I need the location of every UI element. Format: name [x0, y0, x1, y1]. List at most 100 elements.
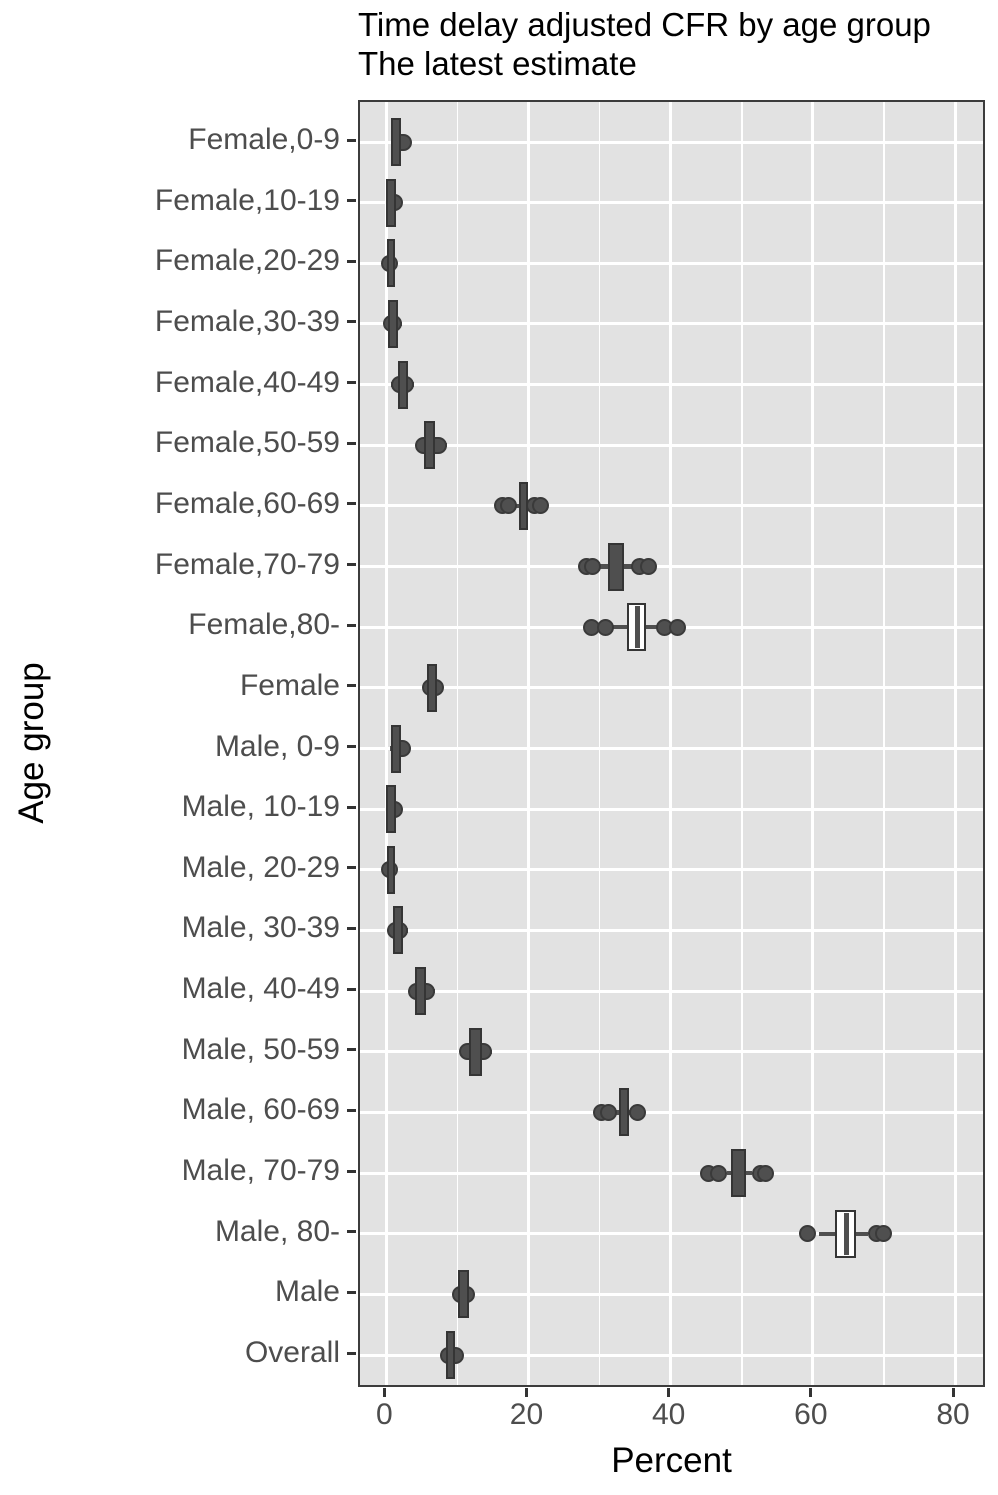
gridline-row [360, 747, 983, 750]
gridline-row [360, 322, 983, 326]
x-tick-mark [667, 1388, 671, 1397]
gridline-minor-vertical [598, 102, 601, 1385]
x-axis-tick-label: 60 [794, 1398, 828, 1431]
gridline-row [360, 928, 983, 932]
y-axis-tick-label: Male, 30-39 [181, 911, 340, 945]
y-axis-tick-label: Male, 60-69 [181, 1093, 340, 1127]
gridline-minor-vertical [883, 102, 885, 1385]
gridline-row [360, 1353, 983, 1357]
y-axis-tick-label: Female,60-69 [154, 486, 340, 520]
y-tick-mark [347, 866, 356, 870]
y-axis-tick-label: Male, 20-29 [181, 850, 340, 884]
y-axis-tick-label: Male, 80- [214, 1214, 340, 1248]
y-axis-tick-label: Female,20-29 [154, 244, 340, 278]
x-axis-tick-label: 0 [375, 1398, 393, 1431]
outlier-dot [583, 558, 601, 576]
box-iqr [446, 1331, 456, 1379]
box-iqr [415, 967, 427, 1016]
gridline-row [360, 1110, 983, 1114]
box-iqr [391, 118, 402, 166]
gridline-row [360, 565, 983, 569]
box-iqr [398, 360, 409, 409]
y-axis-tick-label: Overall [244, 1336, 340, 1369]
gridline-major-vertical [384, 102, 388, 1385]
y-tick-mark [347, 320, 356, 324]
outlier-dot [668, 618, 686, 636]
chart-title: Time delay adjusted CFR by age group [358, 6, 931, 43]
outlier-dot [757, 1164, 775, 1182]
y-axis-tick-label: Female [239, 668, 340, 702]
y-tick-mark [347, 563, 356, 567]
y-tick-mark [347, 805, 356, 809]
gridline-minor-vertical [456, 102, 459, 1385]
outlier-dot [799, 1225, 817, 1243]
gridline-row [360, 686, 983, 690]
box-iqr [386, 178, 396, 227]
box-iqr [458, 1270, 469, 1319]
gridline-major-vertical [669, 102, 673, 1385]
gridline-row [360, 261, 983, 265]
gridline-row [360, 989, 983, 993]
y-tick-mark [347, 381, 356, 385]
outlier-dot [874, 1225, 892, 1243]
y-tick-mark [347, 441, 356, 445]
y-axis-tick-label: Male, 40-49 [181, 972, 340, 1006]
gridline-row [360, 140, 983, 144]
y-tick-mark [347, 138, 356, 142]
y-axis-tick-label: Female,70-79 [154, 547, 340, 581]
gridline-row [360, 383, 983, 387]
outlier-dot [640, 558, 658, 576]
y-axis-tick-label: Female,10-19 [154, 183, 340, 217]
y-axis-tick-label: Female,50-59 [154, 426, 340, 460]
plot-panel [358, 100, 985, 1387]
y-axis-tick-label: Female,80- [188, 608, 340, 642]
y-axis-tick-label: Male, 50-59 [181, 1032, 340, 1066]
box-iqr [518, 481, 529, 530]
y-tick-mark [347, 1108, 356, 1112]
x-tick-mark [524, 1388, 528, 1397]
x-axis-tick-label: 80 [936, 1398, 970, 1431]
y-tick-mark [347, 745, 356, 748]
x-axis-tick-label: 40 [651, 1398, 686, 1431]
gridline-row [360, 1232, 983, 1236]
gridline-row [360, 868, 983, 872]
outlier-dot [532, 497, 550, 515]
box-iqr [731, 1149, 746, 1198]
outlier-dot [597, 618, 615, 636]
gridline-row [360, 807, 983, 811]
chart-subtitle: The latest estimate [358, 45, 637, 82]
y-tick-mark [347, 1048, 356, 1052]
box-iqr [608, 542, 625, 591]
y-tick-mark [347, 1290, 356, 1294]
median-line [634, 606, 640, 649]
x-tick-mark [809, 1388, 813, 1397]
y-tick-mark [347, 199, 356, 203]
gridline-major-vertical [526, 102, 530, 1385]
y-tick-mark [347, 502, 356, 506]
gridline-row [360, 1292, 983, 1296]
x-axis-tick-label: 20 [509, 1398, 544, 1431]
gridline-minor-vertical [740, 102, 743, 1385]
y-tick-mark [347, 1169, 356, 1173]
x-axis-title: Percent [611, 1441, 732, 1480]
y-axis-tick-label: Male, 10-19 [181, 790, 340, 824]
box-iqr [393, 906, 403, 955]
y-axis-tick-label: Male [274, 1275, 340, 1309]
box-iqr [390, 724, 401, 773]
y-tick-mark [347, 259, 356, 263]
outlier-dot [709, 1164, 727, 1182]
gridline-major-vertical [811, 102, 815, 1385]
gridline-row [360, 443, 983, 447]
y-tick-mark [347, 684, 356, 688]
x-tick-mark [382, 1388, 386, 1397]
box-iqr [388, 299, 398, 348]
box-iqr [426, 663, 437, 712]
y-tick-mark [347, 623, 356, 627]
outlier-dot [629, 1103, 647, 1121]
y-tick-mark [347, 987, 356, 991]
gridline-row [360, 201, 983, 205]
y-tick-mark [347, 1230, 356, 1234]
gridline-row [360, 504, 983, 508]
box-iqr [618, 1088, 630, 1137]
